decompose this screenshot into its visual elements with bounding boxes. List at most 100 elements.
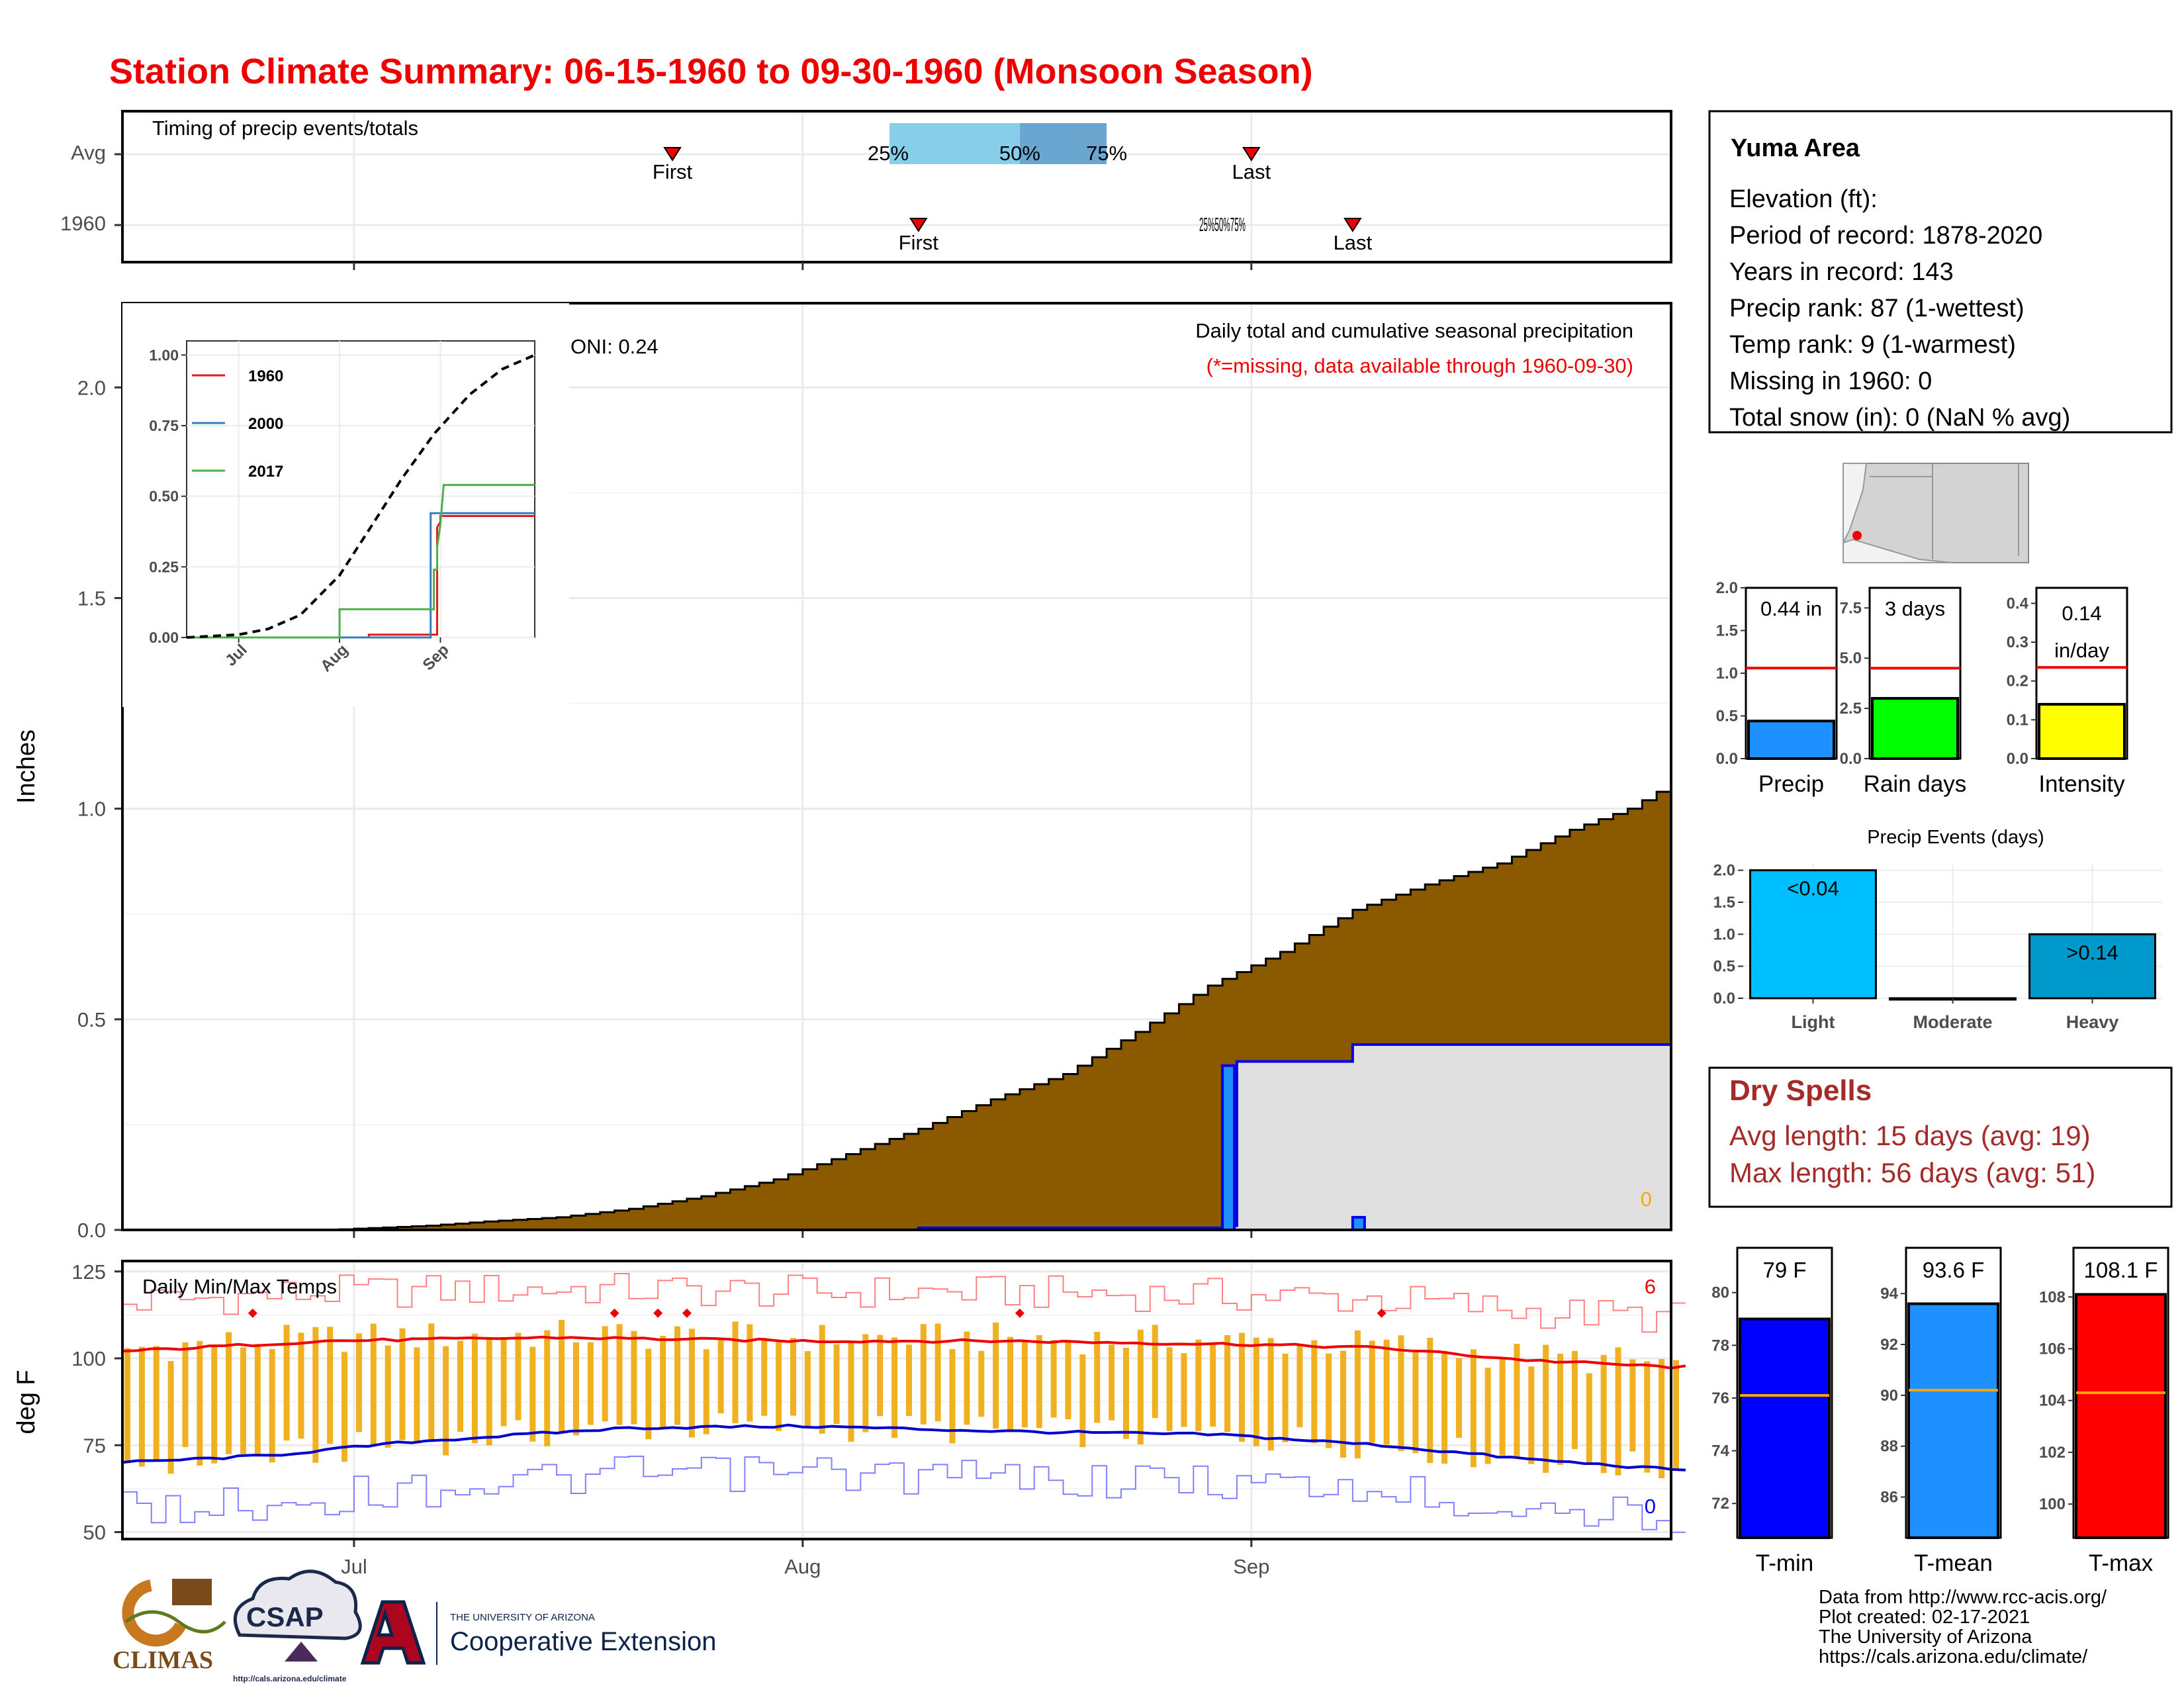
season-bar-category-label: Rain days bbox=[1864, 771, 1967, 797]
season-bar-y-tick-label: 0.0 bbox=[1716, 750, 1738, 768]
daily-temp-bar bbox=[674, 1326, 681, 1425]
daily-temp-bar bbox=[1036, 1335, 1042, 1429]
daily-temp-bar bbox=[559, 1320, 565, 1432]
temp-y-tick-label: 100 bbox=[71, 1347, 106, 1370]
temp-season-bar-t-mean bbox=[1907, 1302, 1999, 1540]
main-y-tick-label: 0.5 bbox=[77, 1008, 106, 1031]
temp-y-tick-label: 125 bbox=[71, 1260, 106, 1284]
season-bar-category-label: Precip bbox=[1758, 771, 1824, 797]
season-bar-y-tick-label: 1.0 bbox=[1716, 665, 1738, 682]
record-low-count: 0 bbox=[1645, 1495, 1656, 1518]
dry-spells-title: Dry Spells bbox=[1729, 1074, 1872, 1107]
station-location-marker bbox=[1852, 531, 1862, 540]
daily-temp-bar bbox=[414, 1347, 420, 1444]
daily-temp-bar bbox=[732, 1321, 739, 1423]
season-bar-y-tick-label: 0.4 bbox=[2007, 594, 2029, 612]
daily-temp-bar bbox=[920, 1324, 927, 1425]
temp-season-y-tick-label: 86 bbox=[1880, 1489, 1898, 1507]
daily-temp-bar bbox=[905, 1344, 912, 1416]
main-y-tick-label: 0.0 bbox=[77, 1219, 106, 1242]
daily-temp-bar bbox=[500, 1338, 507, 1427]
station-info-line: Elevation (ft): bbox=[1729, 185, 1878, 213]
season-bar-intensity bbox=[2038, 702, 2126, 760]
daily-temp-bar bbox=[428, 1323, 435, 1442]
temp-season-y-tick-label: 72 bbox=[1711, 1495, 1729, 1513]
timing-last-marker bbox=[1242, 147, 1261, 162]
footer-plot-created: Plot created: 02-17-2021 bbox=[1819, 1607, 2030, 1628]
logo-strip: CLIMAS CSAP http://cals.arizona.edu/clim… bbox=[113, 1570, 716, 1683]
climas-logo-arc bbox=[122, 1579, 187, 1647]
daily-temp-bar bbox=[660, 1336, 666, 1429]
inset-y-tick-label: 0.50 bbox=[149, 488, 179, 505]
daily-temp-bar bbox=[1122, 1347, 1129, 1439]
season-bar-value-label: 0.14 bbox=[2062, 602, 2101, 625]
temps-ylabel: deg F bbox=[13, 1370, 40, 1434]
temp-season-y-tick-label: 76 bbox=[1711, 1389, 1729, 1407]
daily-temp-bar bbox=[1354, 1330, 1361, 1459]
daily-temp-bar bbox=[153, 1346, 159, 1462]
precip-events-y-tick-label: 1.5 bbox=[1713, 894, 1735, 912]
inset-y-tick-label: 1.00 bbox=[149, 346, 179, 363]
daily-temp-bar bbox=[848, 1342, 854, 1442]
record-high-line bbox=[122, 1273, 1686, 1333]
daily-temp-bar bbox=[1094, 1332, 1101, 1423]
daily-temp-bar bbox=[1600, 1354, 1607, 1474]
timing-q25-label: 25% bbox=[868, 142, 909, 165]
precip-events-y-tick-label: 0.5 bbox=[1713, 958, 1735, 976]
daily-temp-bar bbox=[197, 1340, 203, 1466]
timing-panel: Timing of precip events/totals Avg 1960 … bbox=[60, 110, 1672, 270]
temp-season-y-tick-label: 102 bbox=[2039, 1444, 2066, 1462]
precip-events-bar-heavy bbox=[2028, 933, 2156, 1000]
station-name: Yuma Area bbox=[1731, 134, 1860, 162]
x-tick-label-aug: Aug bbox=[784, 1555, 821, 1578]
main-panel-frame bbox=[121, 302, 1672, 1231]
daily-temp-bar bbox=[298, 1333, 304, 1439]
temp-y-tick-label: 75 bbox=[83, 1434, 106, 1457]
precip-events-y-tick-label: 1.0 bbox=[1713, 925, 1735, 943]
timing-quartile-box-upper bbox=[1019, 123, 1107, 164]
timing-panel-label: Timing of precip events/totals bbox=[152, 117, 418, 140]
daily-temp-bar bbox=[877, 1335, 884, 1417]
record-high-marker bbox=[248, 1308, 257, 1318]
inset-series-2017 bbox=[187, 484, 535, 639]
main-annotation-missing: (*=missing, data available through 1960-… bbox=[1206, 354, 1633, 377]
daily-temp-bar bbox=[1195, 1339, 1202, 1431]
avg-tmin-line bbox=[122, 1423, 1686, 1472]
daily-temp-bar bbox=[341, 1352, 348, 1462]
daily-temp-bar bbox=[587, 1342, 594, 1425]
record-high-marker bbox=[653, 1308, 663, 1318]
daily-temp-bar bbox=[486, 1339, 492, 1446]
daily-temp-bar bbox=[283, 1325, 290, 1441]
main-y-tick-label: 1.5 bbox=[77, 586, 106, 610]
dry-spells-max-length: Max length: 56 days (avg: 51) bbox=[1729, 1157, 2095, 1188]
temp-season-y-tick-label: 92 bbox=[1880, 1336, 1898, 1354]
station-info-box: Yuma Area Elevation (ft): Period of recor… bbox=[1708, 110, 2173, 434]
temp-season-y-tick-label: 108 bbox=[2039, 1288, 2066, 1306]
daily-temp-bar bbox=[761, 1337, 768, 1416]
season-bar-y-tick-label: 0.0 bbox=[1840, 750, 1862, 768]
daily-temp-bar bbox=[1137, 1329, 1144, 1445]
season-bar-y-tick-label: 2.0 bbox=[1716, 579, 1738, 597]
timing-q50-label: 50% bbox=[999, 142, 1040, 165]
season-bar-y-tick-label: 7.5 bbox=[1840, 599, 1862, 617]
inset-y-tick-label: 0.25 bbox=[149, 558, 179, 575]
daily-temp-bar bbox=[934, 1323, 941, 1422]
daily-temp-bar bbox=[1557, 1353, 1564, 1465]
locator-map bbox=[1843, 463, 2029, 563]
daily-temp-bar bbox=[1470, 1349, 1477, 1468]
climas-logo-block bbox=[172, 1579, 212, 1605]
daily-temp-bar bbox=[602, 1326, 608, 1422]
x-tick-label-sep: Sep bbox=[1233, 1555, 1269, 1578]
temp-season-y-tick-label: 90 bbox=[1880, 1387, 1898, 1405]
daily-temp-bar bbox=[964, 1331, 970, 1425]
avg-tmax-line bbox=[122, 1335, 1686, 1370]
daily-temp-bar bbox=[1224, 1335, 1231, 1432]
precip-events-x-tick-label-moderate: Moderate bbox=[1913, 1012, 1992, 1032]
timing-row-label-avg: Avg bbox=[71, 141, 106, 164]
daily-temp-bar bbox=[1629, 1359, 1636, 1452]
season-summary-bars: 0.0 0.5 1.0 1.5 2.0 0.44 in Precip 0.0 2.5 5.0 7.5… bbox=[1716, 579, 2128, 797]
daily-temp-bar bbox=[819, 1325, 825, 1434]
daily-temp-bar bbox=[1021, 1341, 1028, 1428]
temp-season-category-label: T-mean bbox=[1914, 1550, 1993, 1576]
daily-temp-bar bbox=[978, 1350, 985, 1417]
